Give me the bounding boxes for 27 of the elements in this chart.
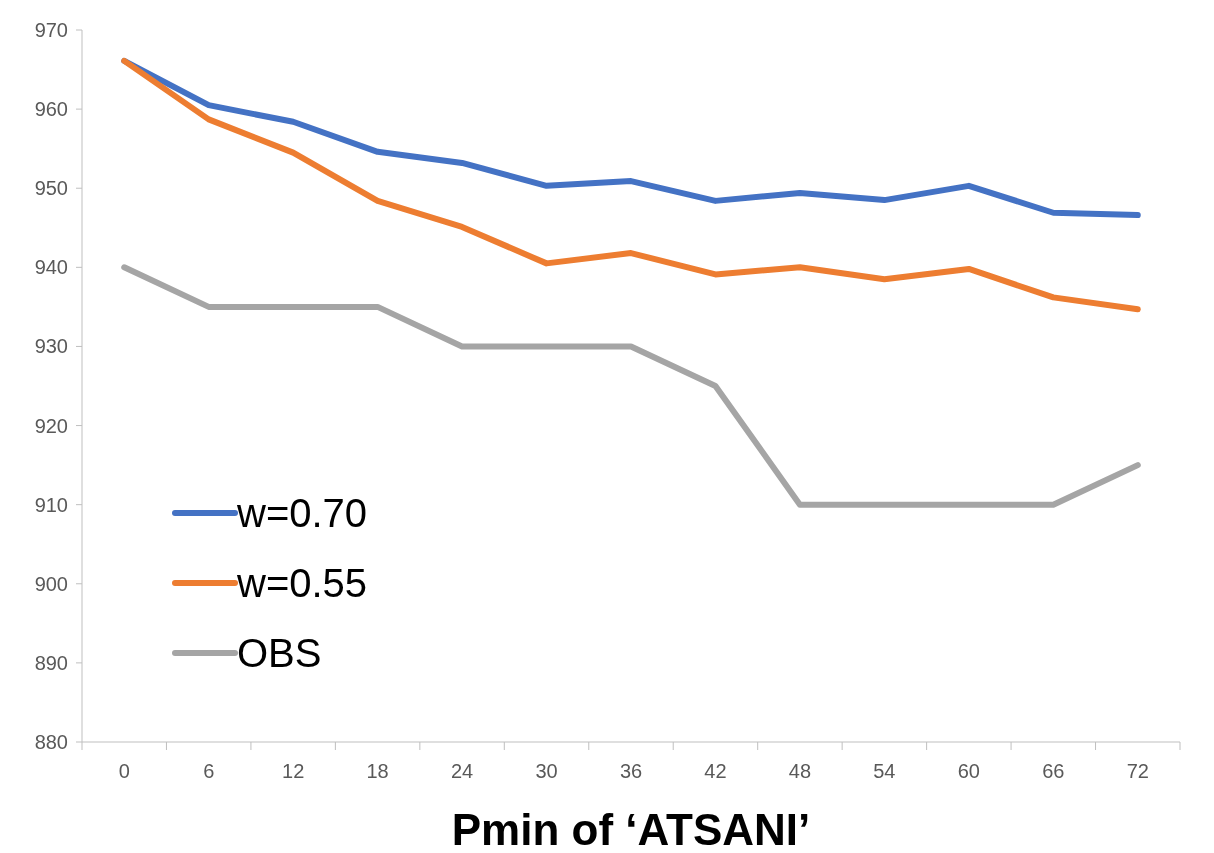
x-tick-label: 54 [873, 760, 896, 782]
x-tick-label: 24 [450, 760, 474, 782]
x-axis-title: Pmin of ‘ATSANI’ [451, 805, 811, 853]
x-tick-label: 18 [366, 760, 389, 782]
y-tick-label: 960 [34, 98, 68, 121]
legend-label: w=0.70 [236, 491, 368, 535]
x-tick-label: 48 [788, 760, 812, 782]
x-tick-label: 42 [704, 760, 727, 782]
y-tick-label: 920 [34, 414, 68, 437]
y-tick-label: 930 [34, 335, 68, 358]
x-tick-label: 60 [957, 760, 980, 782]
y-tick-label: 890 [34, 651, 68, 674]
x-tick-label: 0 [118, 760, 130, 782]
x-tick-label: 6 [203, 760, 215, 782]
y-tick-label: 900 [34, 572, 68, 595]
x-tick-label: 36 [619, 760, 643, 782]
y-tick-label: 910 [34, 493, 68, 516]
x-tick-label: 30 [535, 760, 558, 782]
y-tick-label: 940 [34, 256, 68, 279]
y-tick-label: 880 [34, 731, 68, 753]
x-tick-label: 72 [1126, 760, 1149, 782]
x-tick-label: 12 [282, 760, 305, 782]
x-tick-label: 66 [1042, 760, 1065, 782]
legend-label: OBS [237, 631, 322, 675]
y-tick-label: 950 [34, 177, 68, 200]
legend-label: w=0.55 [236, 561, 368, 605]
y-tick-label: 970 [34, 19, 68, 41]
